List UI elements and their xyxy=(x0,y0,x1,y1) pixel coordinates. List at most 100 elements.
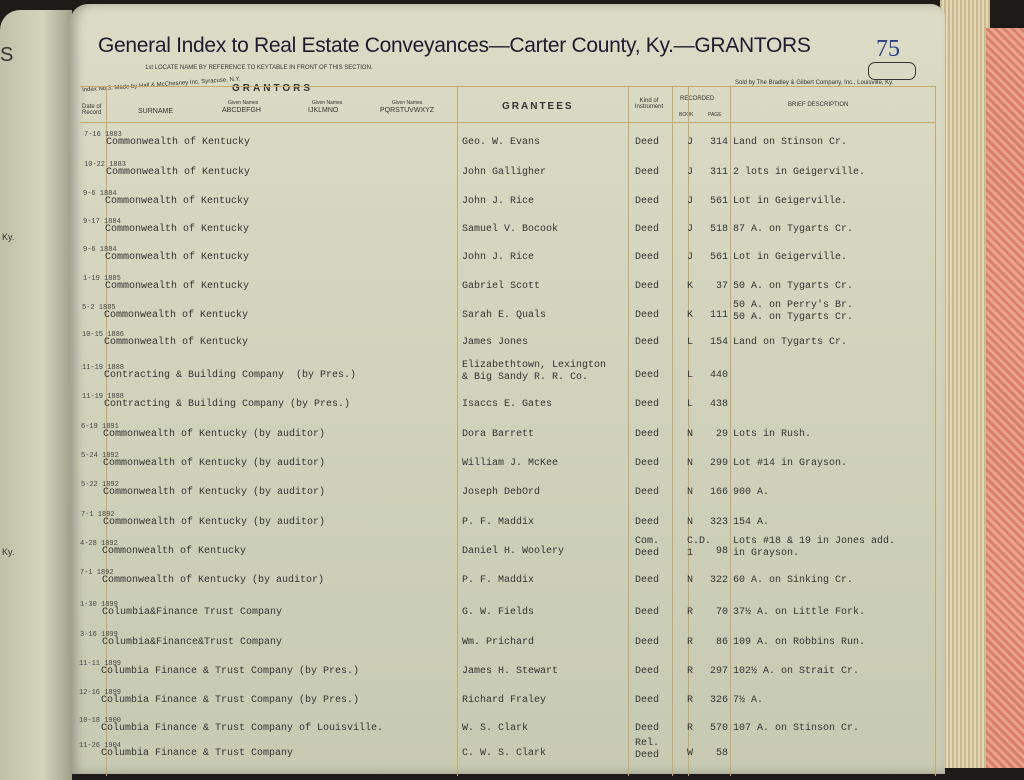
kind-cell: Deed xyxy=(635,137,660,148)
page-cell: 570 xyxy=(709,723,728,734)
surname-header: SURNAME xyxy=(138,108,174,115)
kind-cell: Deed xyxy=(635,252,660,263)
date-cell: 11-11 1899 xyxy=(79,660,122,668)
description-cell: Land on Stinson Cr. xyxy=(733,137,848,148)
description-cell: Lots in Rush. xyxy=(733,429,812,440)
book-cell: J xyxy=(687,167,694,178)
grantor-cell: Contracting & Building Company (by Pres.… xyxy=(104,399,351,410)
book-cell: R xyxy=(687,637,694,648)
kind-cell: Deed xyxy=(635,575,660,586)
description-cell: 2 lots in Geigerville. xyxy=(733,167,866,178)
description-cell: 37½ A. on Little Fork. xyxy=(733,607,866,618)
grantee-cell: Gabriel Scott xyxy=(462,281,541,292)
grantee-cell: Geo. W. Evans xyxy=(462,137,541,148)
kind-cell: Deed xyxy=(635,281,660,292)
page-cell: 561 xyxy=(709,252,728,263)
kind-cell: Deed xyxy=(635,399,660,410)
rule xyxy=(80,86,935,87)
grantor-cell: Commonwealth of Kentucky xyxy=(106,137,251,148)
grantor-cell: Columbia&Finance&Trust Company xyxy=(102,637,283,648)
book-cell: W xyxy=(687,748,694,759)
description-cell: Lots #18 & 19 in Jones add. in Grayson. xyxy=(733,536,896,559)
given-names-abcdefgh: ABCDEFGH xyxy=(222,107,261,114)
rule xyxy=(80,122,935,123)
date-cell: 1-30 1899 xyxy=(80,601,118,609)
given-names-pqrstuvwxyz: PQRSTUVWXYZ xyxy=(380,107,435,114)
date-cell: 10-22 1883 xyxy=(84,161,127,169)
seller-note: Sold by The Bradley & Gilbert Company, I… xyxy=(735,80,894,86)
kind-cell: Rel. Deed xyxy=(635,738,660,761)
page-cell: 111 xyxy=(709,310,728,321)
grantee-cell: Isaccs E. Gates xyxy=(462,399,553,410)
date-header: Date of Record xyxy=(82,104,102,116)
description-cell: Land on Tygarts Cr. xyxy=(733,337,848,348)
book-cell: N xyxy=(687,429,694,440)
book-cell: R xyxy=(687,723,694,734)
date-cell: 5-2 1885 xyxy=(82,304,116,312)
grantee-cell: P. F. Maddix xyxy=(462,517,535,528)
column-rule xyxy=(935,86,936,776)
grantor-cell: Columbia Finance & Trust Company (by Pre… xyxy=(101,695,360,706)
kind-cell: Deed xyxy=(635,723,660,734)
date-cell: 12-16 1899 xyxy=(79,689,122,697)
grantor-cell: Commonwealth of Kentucky xyxy=(102,546,247,557)
grantee-cell: P. F. Maddix xyxy=(462,575,535,586)
date-cell: 11-26 1904 xyxy=(79,742,122,750)
book-cell: N xyxy=(687,575,694,586)
given-names-label: Given Names xyxy=(392,100,423,106)
date-cell: 9-6 1884 xyxy=(83,246,117,254)
book-cell: R xyxy=(687,607,694,618)
grantee-cell: Daniel H. Woolery xyxy=(462,546,565,557)
page-cell: 311 xyxy=(709,167,728,178)
grantees-header: GRANTEES xyxy=(502,101,574,112)
page-cell: 438 xyxy=(709,399,728,410)
kind-cell: Deed xyxy=(635,310,660,321)
grantor-cell: Commonwealth of Kentucky xyxy=(104,310,249,321)
description-cell: Lot in Geigerville. xyxy=(733,252,848,263)
grantor-cell: Commonwealth of Kentucky xyxy=(105,281,250,292)
grantee-cell: Samuel V. Bocook xyxy=(462,224,559,235)
description-cell: Lot in Geigerville. xyxy=(733,196,848,207)
page-header: PAGE xyxy=(708,112,722,118)
description-cell: 50 A. on Perry's Br. 50 A. on Tygarts Cr… xyxy=(733,300,854,323)
grantor-cell: Commonwealth of Kentucky xyxy=(105,196,250,207)
book-cell: C.D. 1 xyxy=(687,536,712,559)
description-header: BRIEF DESCRIPTION xyxy=(788,102,849,108)
date-cell: 6-19 1891 xyxy=(81,423,119,431)
kind-cell: Deed xyxy=(635,370,660,381)
column-rule xyxy=(730,86,731,776)
grantee-cell: William J. McKee xyxy=(462,458,559,469)
grantee-cell: Elizabethtown, Lexington & Big Sandy R. … xyxy=(462,360,607,383)
book-cell: L xyxy=(687,399,694,410)
book-cell: L xyxy=(687,337,694,348)
kind-cell: Deed xyxy=(635,666,660,677)
kind-cell: Deed xyxy=(635,607,660,618)
date-cell: 1-19 1885 xyxy=(83,275,121,283)
date-cell: 10-18 1900 xyxy=(79,717,122,725)
date-cell: 11-19 1888 xyxy=(82,393,125,401)
kind-cell: Deed xyxy=(635,458,660,469)
description-cell: 87 A. on Tygarts Cr. xyxy=(733,224,854,235)
kind-cell: Deed xyxy=(635,224,660,235)
page-number-box xyxy=(868,62,916,80)
given-names-label: Given Names xyxy=(228,100,259,106)
column-rule xyxy=(628,86,629,776)
ledger-page: General Index to Real Estate Conveyances… xyxy=(70,4,945,776)
page-cell: 166 xyxy=(709,487,728,498)
date-cell: 4-28 1892 xyxy=(80,540,118,548)
given-names-label: Given Names xyxy=(312,100,343,106)
book-cell: J xyxy=(687,252,694,263)
date-cell: 11-19 1888 xyxy=(82,364,125,372)
recorded-header: RECORDED xyxy=(680,96,715,102)
book-cell: N xyxy=(687,517,694,528)
description-cell: 154 A. xyxy=(733,517,770,528)
grantor-cell: Columbia&Finance Trust Company xyxy=(102,607,283,618)
kind-cell: Deed xyxy=(635,637,660,648)
grantor-cell: Columbia Finance & Trust Company (by Pre… xyxy=(101,666,360,677)
date-cell: 9-6 1884 xyxy=(83,190,117,198)
book-cell: K xyxy=(687,281,694,292)
date-cell: 7-16 1883 xyxy=(84,131,122,139)
column-rule xyxy=(106,86,107,776)
description-cell: Lot #14 in Grayson. xyxy=(733,458,848,469)
description-cell: 109 A. on Robbins Run. xyxy=(733,637,866,648)
